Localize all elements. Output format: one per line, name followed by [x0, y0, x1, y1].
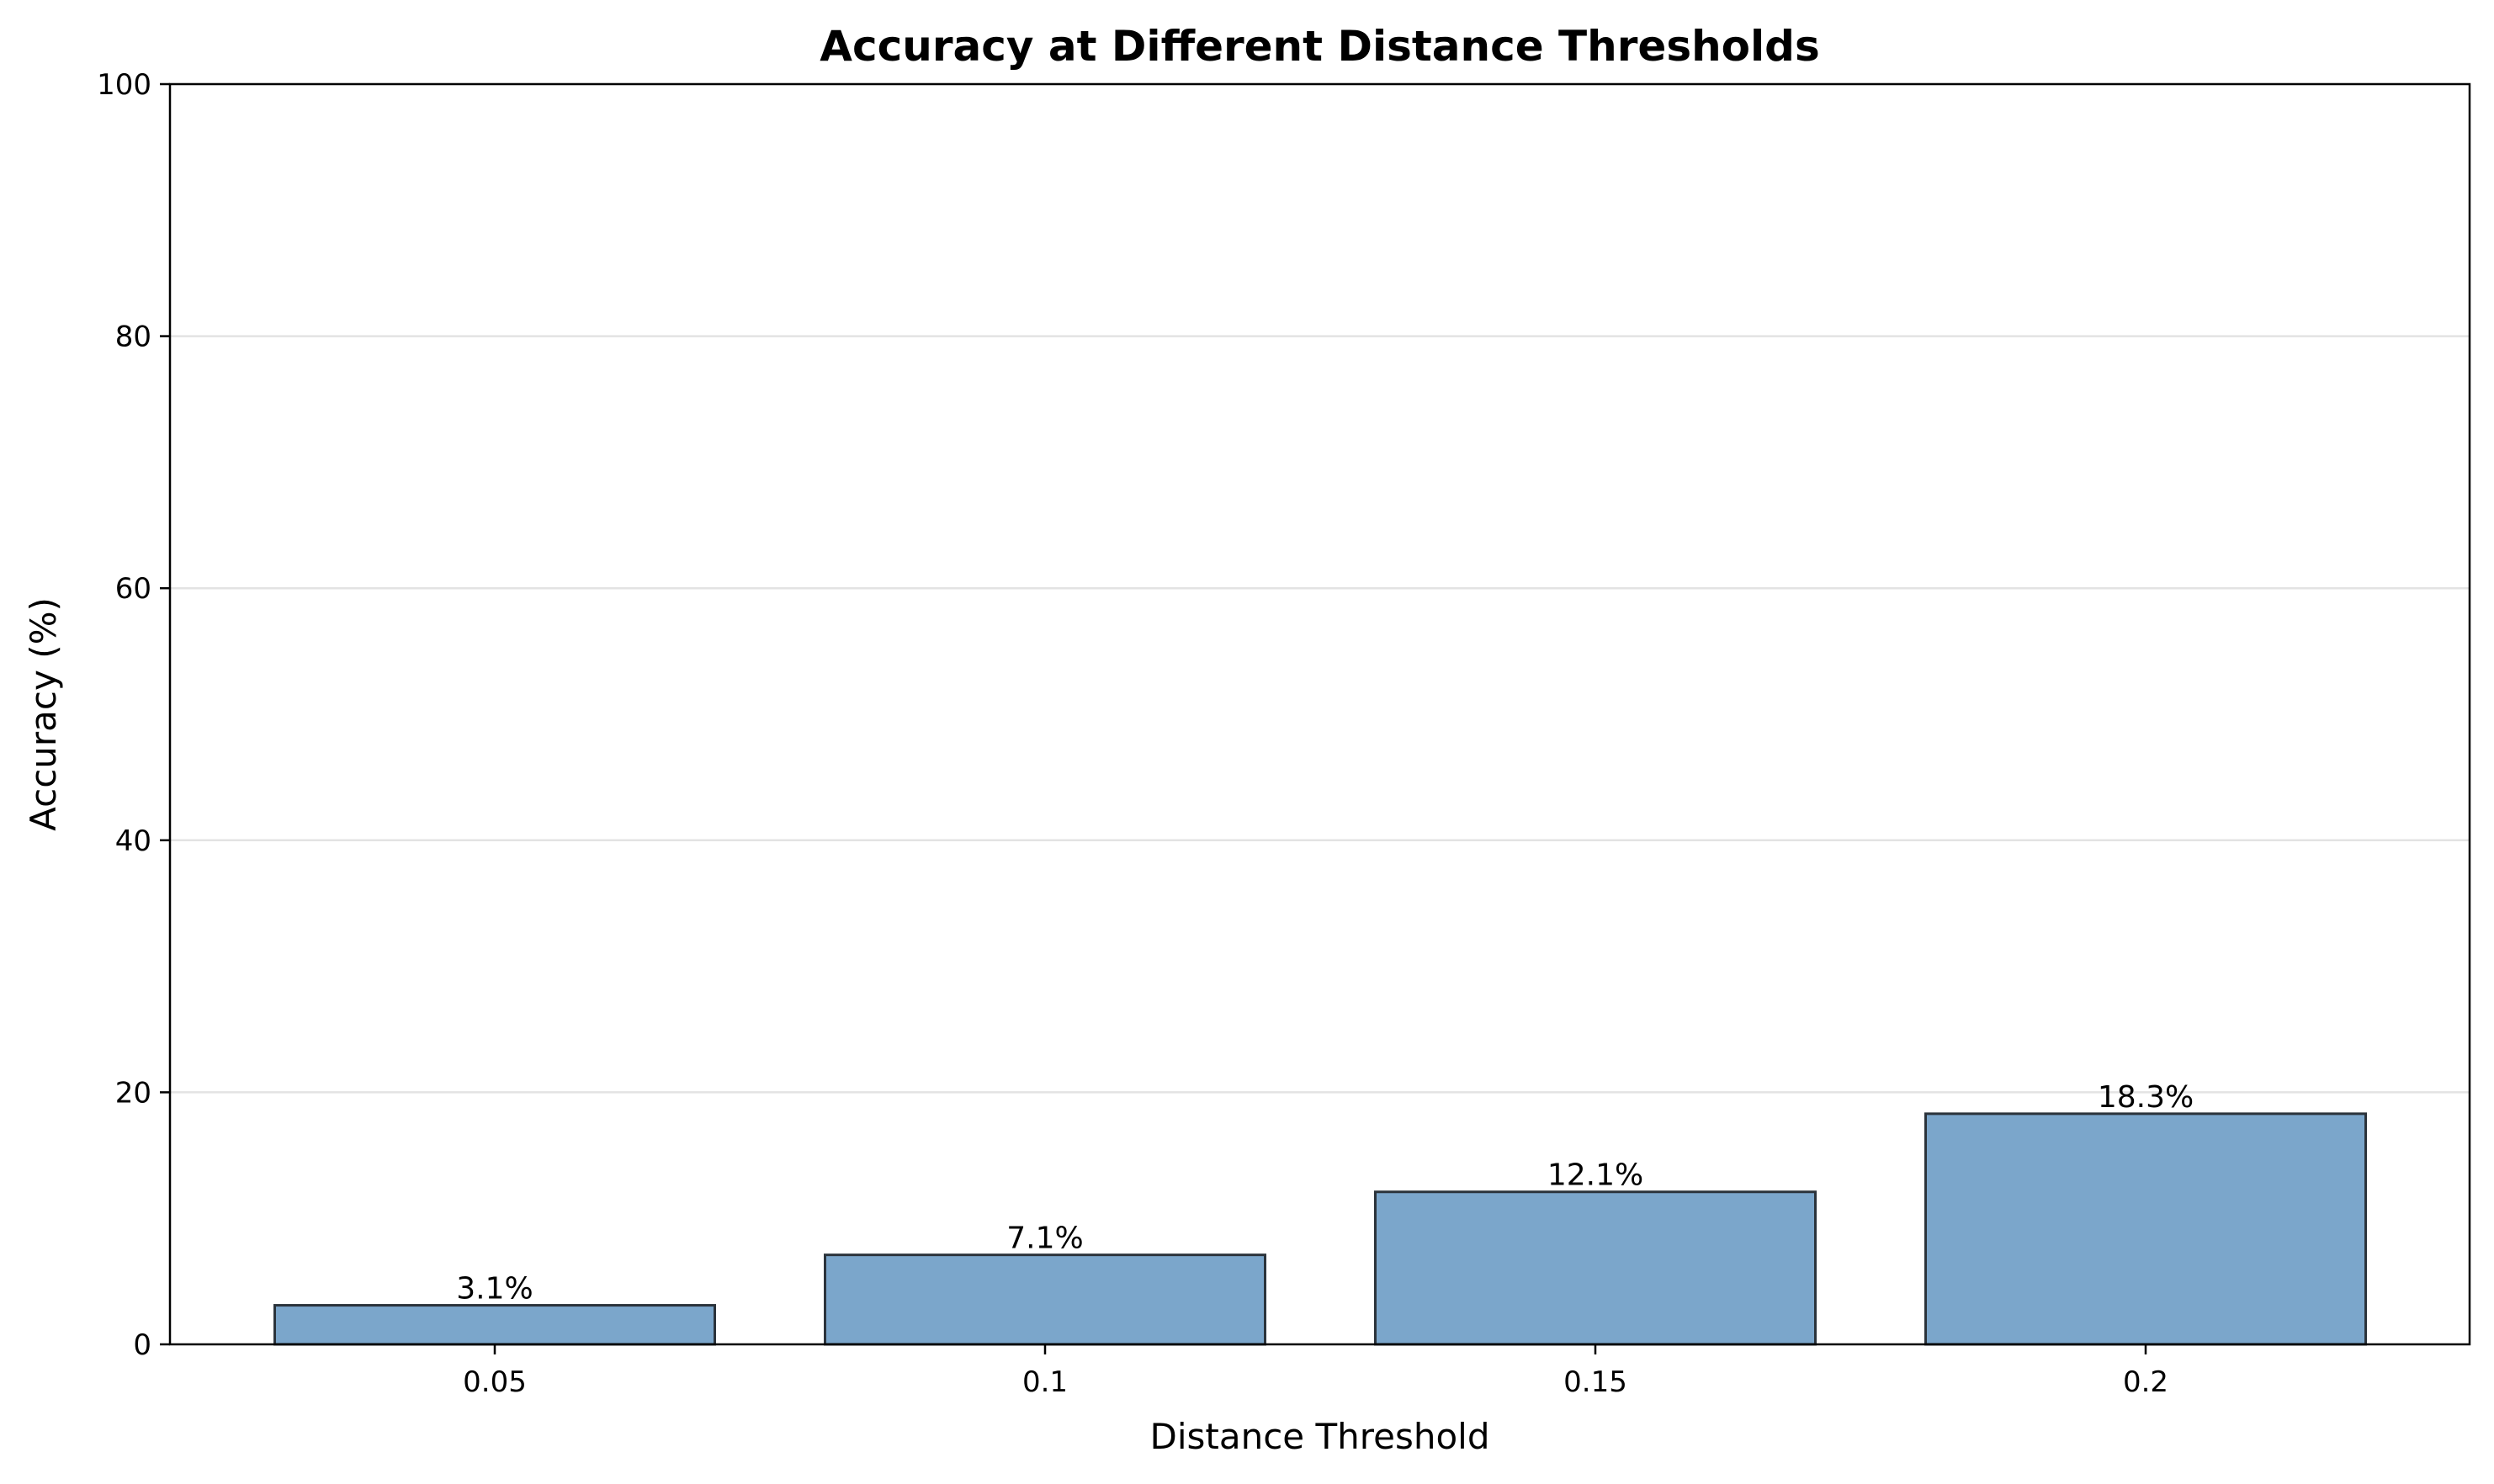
grid-lines	[170, 335, 2470, 1094]
bar-value-label: 3.1%	[456, 1272, 533, 1306]
x-tick-label: 0.1	[1022, 1365, 1068, 1399]
bars	[273, 1112, 2367, 1346]
y-tick-label: 40	[115, 824, 151, 858]
y-axis-label: Accuracy (%)	[23, 597, 64, 831]
y-tick-label: 0	[133, 1328, 151, 1362]
y-tick-label: 100	[97, 68, 151, 102]
bar-value-labels: 3.1% 7.1% 12.1% 18.3%	[456, 1080, 2194, 1306]
y-axis-ticks: 0 20 40 60 80 100	[97, 68, 170, 1362]
plot-frame	[168, 82, 2471, 1346]
bar-0.15	[1374, 1190, 1817, 1346]
x-tick-label: 0.05	[463, 1365, 527, 1399]
y-tick-label: 80	[115, 321, 151, 354]
bar-value-label: 7.1%	[1006, 1222, 1083, 1256]
x-tick-label: 0.2	[2123, 1365, 2168, 1399]
bar-0.2	[1924, 1112, 2367, 1346]
bar-0.1	[824, 1253, 1266, 1346]
x-axis-label: Distance Threshold	[1150, 1416, 1490, 1457]
y-tick-label: 20	[115, 1076, 151, 1110]
chart-title: Accuracy at Different Distance Threshold…	[820, 22, 1819, 71]
bar-value-label: 18.3%	[2098, 1080, 2194, 1115]
y-tick-label: 60	[115, 572, 151, 606]
bar-0.05	[273, 1304, 716, 1346]
bar-value-label: 12.1%	[1547, 1158, 1643, 1193]
x-axis-ticks: 0.05 0.1 0.15 0.2	[463, 1344, 2168, 1399]
x-tick-label: 0.15	[1563, 1365, 1627, 1399]
